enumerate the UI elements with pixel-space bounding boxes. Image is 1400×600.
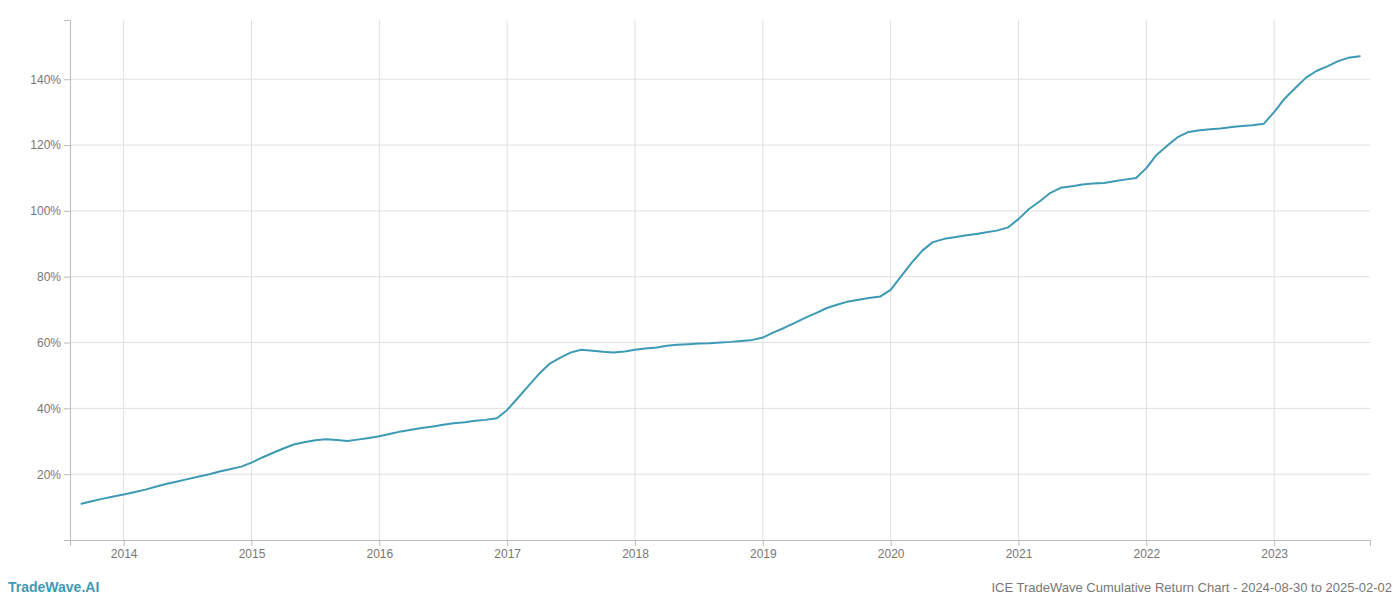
x-tick: 2020 [878, 540, 905, 561]
x-tick-label: 2021 [1006, 547, 1033, 561]
grid-line-y [70, 474, 1370, 475]
y-tick-label: 60% [37, 336, 61, 350]
x-tick-label: 2022 [1133, 547, 1160, 561]
x-tick-label: 2017 [494, 547, 521, 561]
x-tick-label: 2016 [366, 547, 393, 561]
y-tick: 140% [30, 73, 70, 87]
grid-line-y [70, 408, 1370, 409]
title: ICE TradeWave Cumulative Return Chart - … [991, 580, 1392, 595]
x-tick: 2017 [494, 540, 521, 561]
y-tick-label: 20% [37, 468, 61, 482]
grid-line-x [634, 20, 635, 540]
grid-line-x [1018, 20, 1019, 540]
y-tick: 120% [30, 138, 70, 152]
y-tick: 100% [30, 204, 70, 218]
x-tick: 2019 [750, 540, 777, 561]
x-tick: 2015 [239, 540, 266, 561]
x-axis: 2014 2015 2016 2017 2018 2019 2020 2021 2022 2023 [71, 540, 1371, 561]
data-line [82, 56, 1360, 504]
grid-line-x [507, 20, 508, 540]
y-tick-mark [64, 211, 70, 212]
grid-line-x [1274, 20, 1275, 540]
grid [70, 20, 1370, 540]
grid-line-y [70, 79, 1370, 80]
y-tick-label: 140% [30, 73, 61, 87]
grid-line-y [70, 210, 1370, 211]
x-tick: 2014 [111, 540, 138, 561]
x-tick-label: 2019 [750, 547, 777, 561]
x-tick-mark [635, 540, 636, 546]
y-tick-label: 80% [37, 270, 61, 284]
y-tick-mark [64, 343, 70, 344]
grid-line-x [379, 20, 380, 540]
x-tick-mark [252, 540, 253, 546]
x-tick: 2021 [1006, 540, 1033, 561]
chart: 2014 2015 2016 2017 2018 2019 2020 2021 2022 2023… [0, 0, 1400, 600]
grid-line-x [762, 20, 763, 540]
x-tick: 2016 [366, 540, 393, 561]
x-tick-label: 2014 [111, 547, 138, 561]
watermark: TradeWave.AI [8, 579, 99, 595]
y-axis: 20% 40% 60% 80% 100% 120% 140% [30, 21, 70, 541]
x-tick-mark [1018, 540, 1019, 546]
y-tick-mark [64, 145, 70, 146]
y-tick-label: 120% [30, 138, 61, 152]
x-tick-label: 2023 [1261, 547, 1288, 561]
y-tick: 60% [37, 336, 70, 350]
x-tick-mark [891, 540, 892, 546]
y-tick-label: 40% [37, 402, 61, 416]
grid-line-x [123, 20, 124, 540]
x-tick: 2023 [1261, 540, 1288, 561]
x-tick-mark [507, 540, 508, 546]
x-tick: 2022 [1133, 540, 1160, 561]
y-axis-line [64, 21, 71, 541]
x-tick-label: 2020 [878, 547, 905, 561]
x-tick: 2018 [622, 540, 649, 561]
y-tick-label: 100% [30, 204, 61, 218]
x-axis-line [71, 541, 1371, 547]
y-tick: 80% [37, 270, 70, 284]
x-tick-mark [379, 540, 380, 546]
y-tick-mark [64, 408, 70, 409]
x-tick-label: 2018 [622, 547, 649, 561]
x-tick-mark [1274, 540, 1275, 546]
grid-line-y [70, 145, 1370, 146]
x-tick-mark [124, 540, 125, 546]
y-tick: 40% [37, 402, 70, 416]
x-tick-mark [763, 540, 764, 546]
y-tick-mark [64, 474, 70, 475]
grid-line-x [1146, 20, 1147, 540]
y-tick-mark [64, 79, 70, 80]
plot-area [82, 56, 1360, 504]
x-tick-label: 2015 [239, 547, 266, 561]
grid-line-y [70, 276, 1370, 277]
x-tick-mark [1146, 540, 1147, 546]
grid-line-x [890, 20, 891, 540]
y-tick-mark [64, 277, 70, 278]
y-tick: 20% [37, 468, 70, 482]
